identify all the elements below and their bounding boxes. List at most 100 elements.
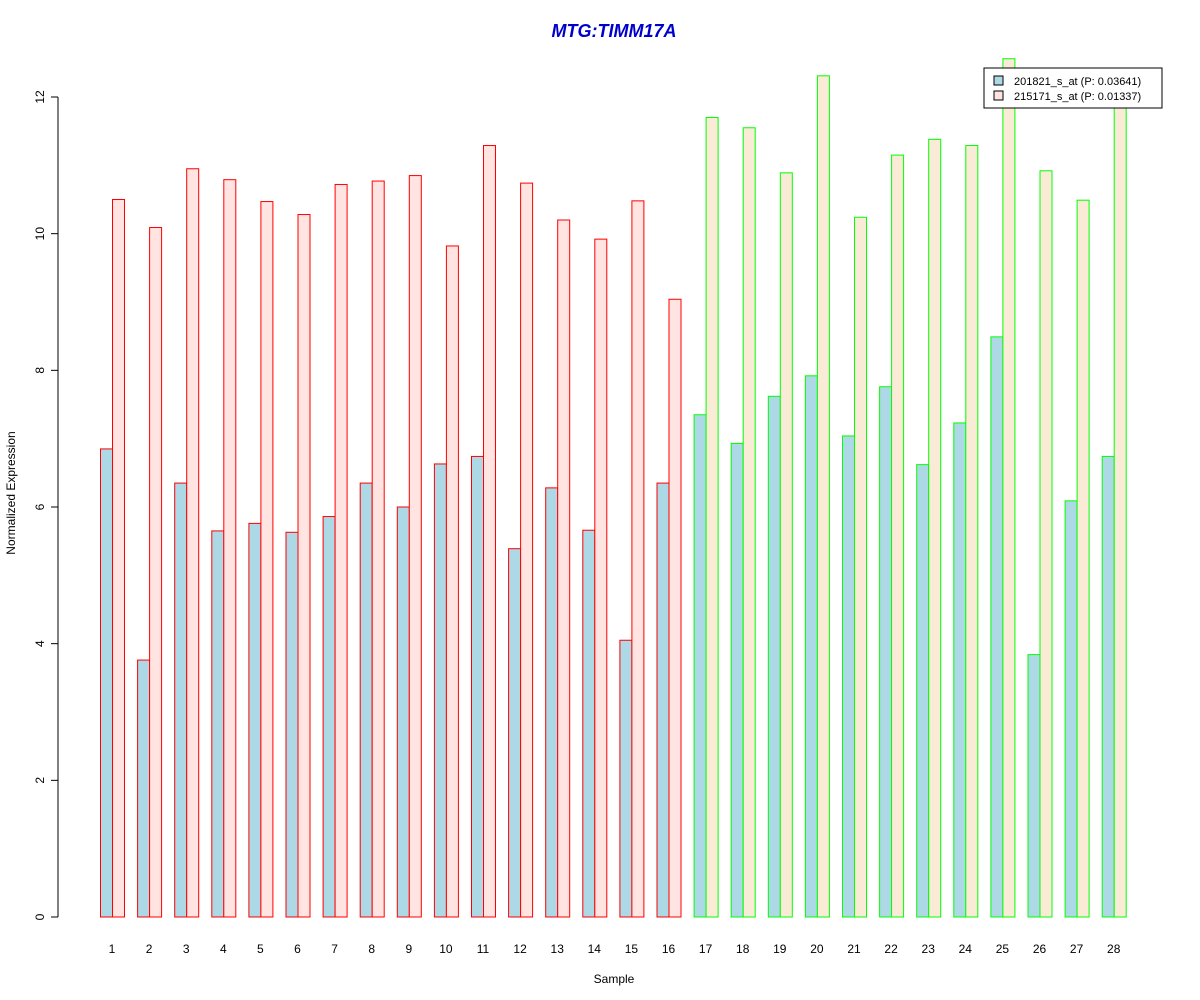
bar-series-2-sample-11 bbox=[483, 145, 496, 918]
bar-series-1-sample-1 bbox=[100, 448, 113, 918]
bar-series-1-sample-8 bbox=[359, 482, 373, 918]
y-tick-label: 0 bbox=[33, 913, 47, 920]
x-tick-label: 23 bbox=[922, 942, 936, 956]
bar-series-2-sample-7 bbox=[334, 183, 348, 918]
bar-series-2-sample-15 bbox=[631, 200, 645, 918]
x-tick-label: 20 bbox=[810, 942, 824, 956]
x-tick-label: 18 bbox=[736, 942, 750, 956]
x-tick-label: 21 bbox=[847, 942, 861, 956]
bar-series-1-sample-23 bbox=[916, 464, 930, 918]
bar-series-2-sample-8 bbox=[371, 180, 385, 918]
x-tick-label: 27 bbox=[1070, 942, 1084, 956]
bar-series-2-sample-4 bbox=[223, 179, 237, 918]
bar-series-2-sample-1 bbox=[112, 199, 125, 918]
bar-series-2-sample-14 bbox=[594, 238, 608, 918]
legend-box bbox=[983, 67, 1163, 109]
bar-series-1-sample-24 bbox=[953, 422, 967, 918]
bar-series-2-sample-6 bbox=[297, 214, 311, 918]
bar-series-2-sample-3 bbox=[186, 168, 200, 918]
bar-series-2-sample-18 bbox=[742, 127, 756, 918]
y-tick-label: 12 bbox=[33, 90, 47, 104]
bar-series-1-sample-10 bbox=[433, 463, 447, 918]
bar-series-1-sample-4 bbox=[211, 530, 225, 918]
x-tick-label: 25 bbox=[996, 942, 1010, 956]
y-tick-label: 2 bbox=[33, 777, 47, 784]
y-axis-label: Normalized Expression bbox=[4, 431, 18, 554]
bar-series-1-sample-19 bbox=[767, 395, 781, 918]
bar-series-2-sample-21 bbox=[854, 216, 867, 918]
x-tick-label: 7 bbox=[331, 942, 338, 956]
legend-label-series-1: 201821_s_at (P: 0.03641) bbox=[1014, 76, 1141, 88]
x-tick-label: 17 bbox=[699, 942, 713, 956]
bar-series-2-sample-24 bbox=[965, 145, 979, 918]
bar-series-2-sample-16 bbox=[668, 298, 682, 918]
bar-series-1-sample-9 bbox=[396, 506, 410, 918]
bar-series-2-sample-23 bbox=[928, 138, 942, 918]
x-tick-label: 8 bbox=[368, 942, 375, 956]
x-tick-label: 1 bbox=[109, 942, 116, 956]
bar-series-2-sample-20 bbox=[816, 75, 830, 918]
y-tick-label: 10 bbox=[33, 227, 47, 241]
bar-series-2-sample-17 bbox=[705, 117, 719, 918]
legend-swatch-series-1 bbox=[993, 75, 1004, 86]
x-axis-label: Sample bbox=[594, 972, 635, 986]
y-tick-label: 6 bbox=[33, 503, 47, 510]
x-tick-label: 19 bbox=[773, 942, 787, 956]
x-tick-labels: 1 2 3 4 5 6 7 8 9 10 11 12 13 14 15 16 17 18 19 20 21 22 23 24 2… bbox=[109, 942, 1121, 956]
bar-series-2-sample-25 bbox=[1002, 58, 1016, 918]
bar-series-1-sample-22 bbox=[879, 386, 893, 918]
bar-series-1-sample-7 bbox=[322, 516, 336, 918]
legend-swatch-series-2 bbox=[993, 90, 1004, 101]
y-axis: 0 2 4 6 8 10 12 bbox=[33, 90, 59, 920]
x-tick-label: 5 bbox=[257, 942, 264, 956]
bar-series-1-sample-18 bbox=[730, 442, 744, 918]
x-tick-label: 28 bbox=[1107, 942, 1121, 956]
bar-series-2-sample-12 bbox=[520, 182, 534, 918]
bar-series-2-sample-27 bbox=[1076, 199, 1090, 918]
bar-series-1-sample-12 bbox=[508, 548, 522, 918]
bar-series-1-sample-28 bbox=[1101, 455, 1115, 918]
bar-series-2-sample-26 bbox=[1039, 170, 1053, 918]
bar-series-2-sample-5 bbox=[260, 201, 274, 918]
x-tick-label: 11 bbox=[477, 942, 490, 956]
x-tick-label: 6 bbox=[294, 942, 301, 956]
x-tick-label: 4 bbox=[220, 942, 227, 956]
x-tick-label: 26 bbox=[1033, 942, 1047, 956]
x-tick-label: 3 bbox=[183, 942, 190, 956]
y-tick-label: 8 bbox=[33, 367, 47, 374]
x-tick-label: 22 bbox=[884, 942, 898, 956]
x-tick-label: 16 bbox=[662, 942, 676, 956]
legend: 201821_s_at (P: 0.03641) 215171_s_at (P:… bbox=[983, 67, 1163, 109]
bar-series-1-sample-3 bbox=[174, 482, 188, 918]
bar-series-2-sample-9 bbox=[408, 175, 422, 918]
bars bbox=[100, 58, 1127, 918]
bar-series-2-sample-10 bbox=[445, 245, 459, 918]
bar-series-1-sample-20 bbox=[804, 375, 818, 918]
bar-series-1-sample-25 bbox=[990, 336, 1004, 918]
bar-series-2-sample-2 bbox=[149, 227, 163, 918]
bar-series-2-sample-22 bbox=[891, 154, 905, 918]
bar-series-1-sample-26 bbox=[1027, 654, 1041, 918]
bar-series-1-sample-14 bbox=[582, 529, 596, 918]
bar-series-2-sample-19 bbox=[779, 172, 793, 918]
bar-series-1-sample-16 bbox=[656, 482, 670, 918]
x-tick-label: 24 bbox=[959, 942, 973, 956]
bar-series-2-sample-13 bbox=[557, 219, 571, 918]
x-tick-label: 2 bbox=[146, 942, 153, 956]
y-tick-label: 4 bbox=[33, 640, 47, 647]
chart-title: MTG:TIMM17A bbox=[552, 21, 677, 41]
bar-series-1-sample-17 bbox=[693, 414, 707, 918]
bar-series-1-sample-5 bbox=[248, 522, 262, 918]
bar-series-1-sample-15 bbox=[619, 639, 633, 918]
bar-series-1-sample-27 bbox=[1064, 500, 1078, 918]
x-tick-label: 12 bbox=[513, 942, 527, 956]
x-tick-label: 13 bbox=[551, 942, 565, 956]
x-tick-label: 10 bbox=[439, 942, 453, 956]
x-tick-label: 14 bbox=[588, 942, 602, 956]
legend-label-series-2: 215171_s_at (P: 0.01337) bbox=[1014, 91, 1141, 103]
bar-series-1-sample-13 bbox=[545, 487, 559, 918]
bar-series-1-sample-21 bbox=[842, 435, 855, 918]
bar-series-1-sample-11 bbox=[471, 455, 484, 918]
